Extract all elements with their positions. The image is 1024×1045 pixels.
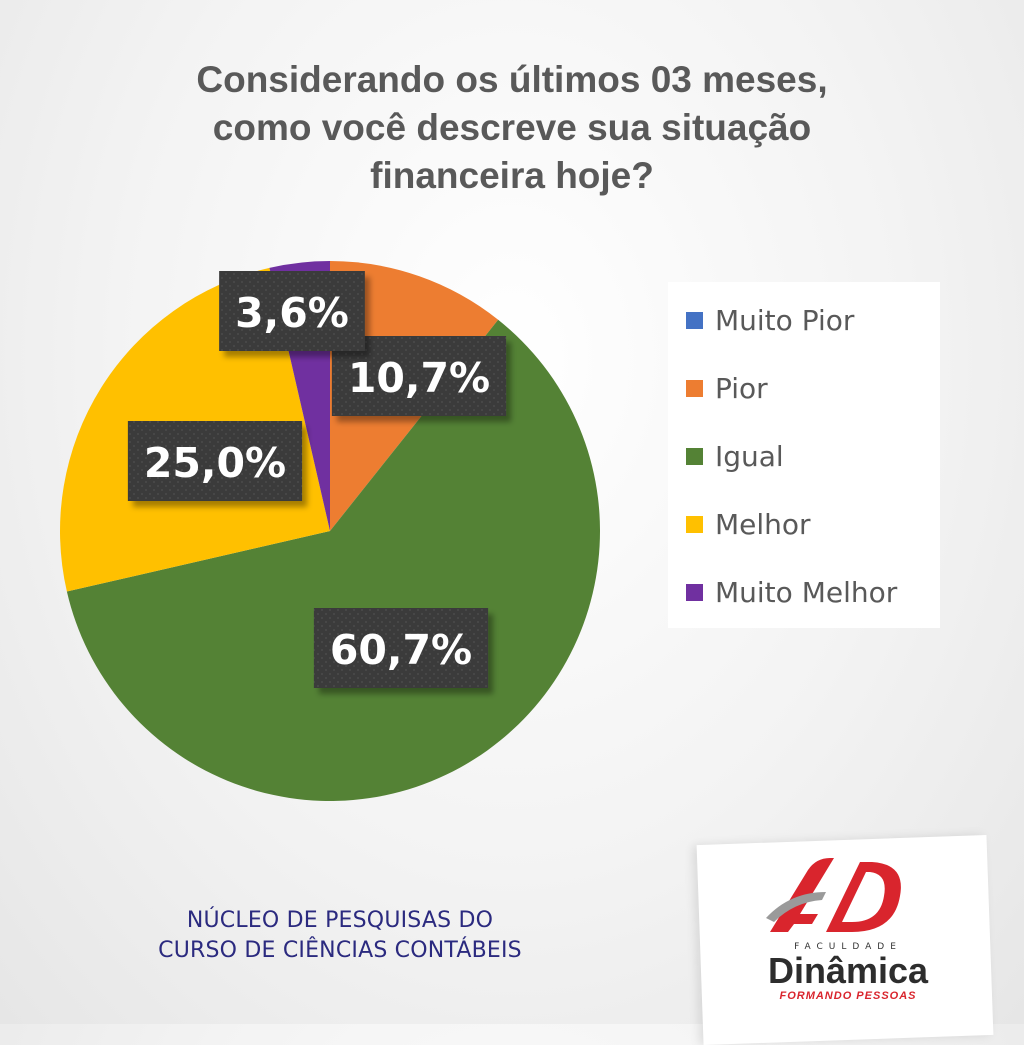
legend-item-muito-pior: Muito Pior (686, 300, 854, 340)
legend-label: Igual (715, 439, 784, 473)
data-label-melhor: 25,0% (127, 421, 303, 501)
legend-swatch (686, 379, 703, 397)
data-label-text: 60,7% (330, 626, 472, 674)
legend-label: Melhor (715, 507, 811, 541)
legend-swatch (686, 447, 703, 465)
data-label-muito-melhor: 3,6% (219, 271, 365, 351)
data-label-text: 10,7% (348, 354, 490, 402)
pie-data-labels: 10,7% 60,7% 25,0% 3,6% (127, 271, 507, 688)
legend-item-melhor: Melhor (686, 504, 811, 544)
footer-line: CURSO DE CIÊNCIAS CONTÁBEIS (158, 938, 522, 963)
data-label-text: 25,0% (144, 439, 286, 487)
chart-title-line: Considerando os últimos 03 meses, (196, 59, 828, 100)
chart-title-line: como você descreve sua situação (212, 107, 812, 148)
chart-title-line: financeira hoje? (370, 155, 654, 196)
footer-caption: NÚCLEO DE PESQUISAS DO CURSO DE CIÊNCIAS… (80, 906, 600, 966)
pie-chart: 10,7% 60,7% 25,0% 3,6% (60, 261, 600, 801)
legend-swatch (686, 311, 703, 329)
logo-tagline: FORMANDO PESSOAS (779, 990, 917, 1002)
legend-label: Muito Melhor (715, 575, 898, 609)
legend-label: Pior (715, 371, 768, 405)
chart-title: Considerando os últimos 03 meses, como v… (112, 56, 912, 200)
footer-line: NÚCLEO DE PESQUISAS DO (186, 908, 494, 933)
logo-name: Dinâmica (767, 950, 929, 991)
data-label-box (127, 421, 303, 501)
data-label-igual: 60,7% (313, 608, 489, 688)
legend-item-muito-melhor: Muito Melhor (686, 572, 897, 612)
legend-item-pior: Pior (686, 368, 768, 408)
faculdade-dinamica-logo-icon (766, 858, 901, 932)
logo-subtitle: FACULDADE (794, 942, 902, 952)
data-label-box (313, 608, 489, 688)
legend-swatch (686, 515, 703, 533)
chart-legend: Muito Pior Pior Igual Melhor Muito Melho… (668, 282, 940, 628)
legend-item-igual: Igual (686, 436, 784, 476)
data-label-text: 3,6% (235, 289, 349, 337)
legend-swatch (686, 583, 703, 601)
legend-label: Muito Pior (715, 303, 855, 337)
data-label-box (219, 271, 365, 351)
